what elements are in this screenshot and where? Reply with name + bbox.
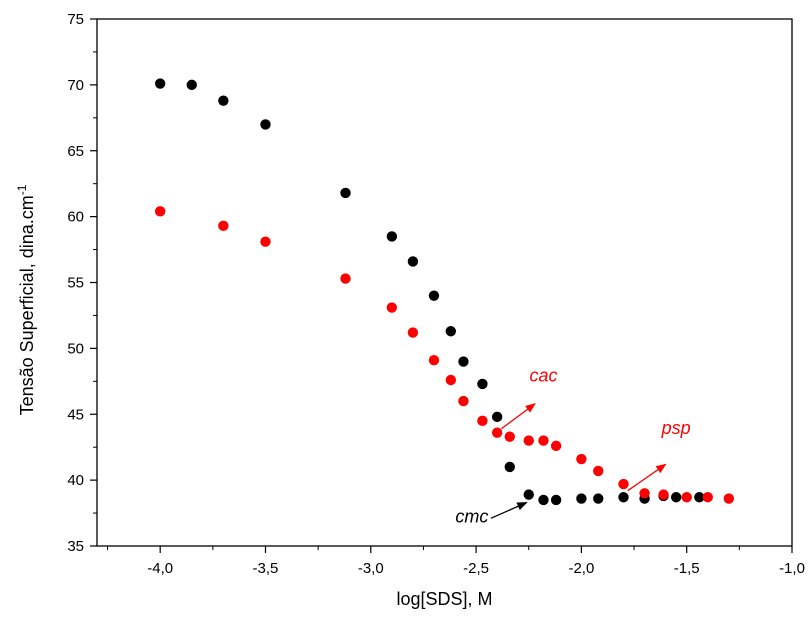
red-data-point (523, 435, 534, 446)
x-tick-label: -3,0 (358, 560, 384, 577)
red-data-point (386, 302, 398, 313)
black-data-point (218, 95, 229, 106)
red-data-point (576, 453, 587, 465)
annotation-arrow-psp (627, 463, 667, 492)
red-data-point (723, 493, 735, 504)
y-axis-title-text: Tensão Superficial, dina.cm (17, 195, 37, 415)
y-tick-label: 55 (67, 275, 84, 292)
black-data-point (386, 231, 398, 242)
y-axis-title: Tensão Superficial, dina.cm-1 (15, 184, 37, 415)
y-tick-label: 45 (67, 406, 84, 423)
y-tick-label: 50 (67, 340, 84, 357)
annotation-arrow-cac (500, 403, 536, 430)
red-data-point (407, 327, 419, 338)
black-data-point (260, 119, 271, 130)
black-data-point (154, 78, 166, 89)
axis-ticks: -4,0 -3,5 -3,0 -2,5 -2,0 -1,5 -1,0 35 40 45 50 55 60… (67, 11, 805, 577)
red-data-point (550, 440, 562, 452)
black-data-point (491, 411, 503, 423)
x-tick-label: -4,0 (147, 560, 173, 577)
y-tick-label: 40 (67, 472, 84, 489)
black-data-point (550, 494, 562, 506)
annotation-label-cac: cac (529, 365, 557, 385)
black-data-point (428, 290, 440, 301)
plot-frame (96, 18, 793, 547)
black-data-point (477, 378, 488, 390)
black-data-point (538, 494, 549, 506)
red-data-point (477, 415, 488, 427)
black-data-point (504, 461, 515, 473)
annotations: cac psp cmc (455, 365, 690, 526)
red-data-point (491, 427, 503, 438)
black-data-point (593, 493, 604, 504)
black-data-point (694, 492, 705, 503)
annotation-arrow-cmc (490, 501, 528, 519)
black-data-point (407, 256, 419, 267)
red-data-point (538, 435, 549, 446)
y-axis-title-superscript: -1 (15, 184, 29, 195)
y-tick-label: 65 (67, 143, 84, 160)
x-tick-label: -3,5 (253, 560, 279, 577)
red-data-point (154, 206, 166, 217)
black-data-point (186, 79, 197, 91)
red-data-point (618, 478, 629, 490)
red-data-point (340, 273, 351, 284)
black-data-point (576, 493, 587, 504)
black-data-point (445, 326, 457, 337)
y-tick-label: 60 (67, 209, 84, 226)
annotation-label-psp: psp (661, 418, 691, 438)
red-data-point (593, 465, 604, 477)
data-points (154, 78, 735, 506)
red-data-point (458, 395, 469, 407)
red-data-point (504, 431, 515, 442)
y-tick-label: 75 (67, 11, 84, 28)
y-tick-label: 70 (67, 77, 84, 94)
red-data-point (681, 492, 692, 503)
red-data-point (445, 374, 457, 386)
red-data-point (702, 492, 713, 503)
red-data-point (639, 488, 650, 499)
x-tick-label: -2,0 (568, 560, 594, 577)
y-tick-label: 35 (67, 538, 84, 555)
red-data-point (218, 220, 229, 232)
black-data-point (618, 492, 629, 503)
x-tick-label: -1,5 (674, 560, 700, 577)
black-data-point (523, 489, 534, 500)
x-tick-label: -2,5 (463, 560, 489, 577)
x-tick-label: -1,0 (779, 560, 805, 577)
black-data-point (340, 187, 351, 199)
x-axis-title: log[SDS], M (396, 589, 492, 609)
annotation-label-cmc: cmc (455, 506, 488, 526)
red-data-point (658, 489, 669, 500)
black-data-point (670, 492, 682, 503)
red-data-point (428, 355, 440, 366)
black-data-point (458, 356, 469, 367)
red-data-point (260, 236, 271, 247)
